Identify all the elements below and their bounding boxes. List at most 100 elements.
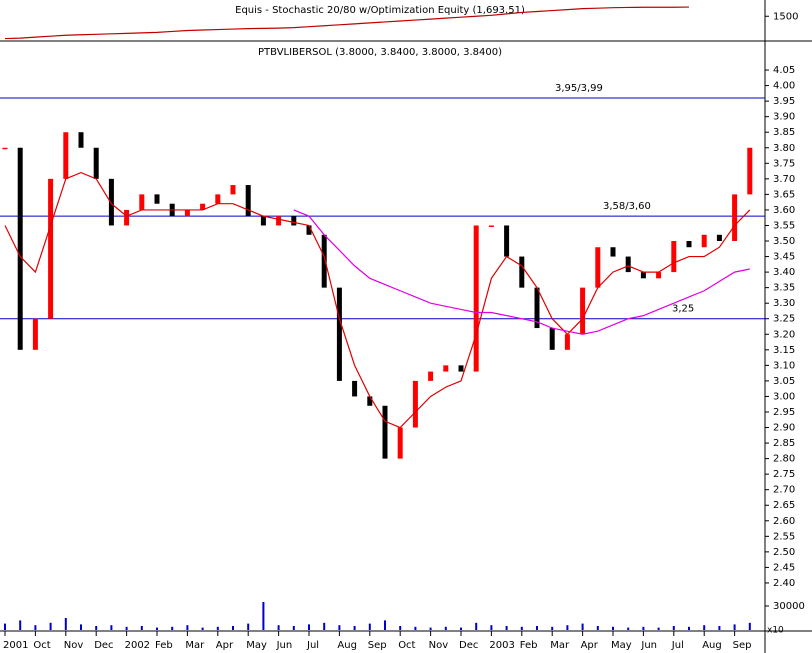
support-label: 3,95/3,99 bbox=[555, 83, 603, 94]
y-tick-label: 3.25 bbox=[773, 314, 795, 325]
candle bbox=[732, 194, 738, 242]
volume-bar bbox=[581, 623, 584, 630]
x-tick-label: Sep bbox=[368, 640, 387, 651]
volume-unit: x10 bbox=[767, 626, 784, 636]
y-tick-label: 4.00 bbox=[773, 81, 795, 92]
candle bbox=[443, 365, 449, 372]
x-tick-label: Oct bbox=[398, 640, 415, 651]
y-tick-label: 3.80 bbox=[773, 143, 795, 154]
x-tick-label: 2002 bbox=[125, 640, 150, 651]
volume-bar bbox=[505, 626, 508, 630]
volume-bar bbox=[156, 627, 158, 630]
y-tick-label: 3.60 bbox=[773, 205, 795, 216]
chart-subtitle: PTBVLIBERSOL (3.8000, 3.8400, 3.8000, 3.… bbox=[258, 47, 502, 58]
candle bbox=[2, 147, 8, 150]
volume-bar bbox=[64, 618, 67, 630]
candle bbox=[397, 427, 403, 459]
x-tick-label: Aug bbox=[337, 640, 357, 651]
x-tick-label: Dec bbox=[459, 640, 478, 651]
volume-bar bbox=[308, 624, 310, 630]
y-tick-label: 2.85 bbox=[773, 438, 795, 449]
candle bbox=[78, 132, 84, 148]
candle bbox=[48, 178, 54, 319]
x-tick-label: Apr bbox=[216, 640, 234, 651]
candle bbox=[306, 225, 312, 235]
candle bbox=[519, 256, 525, 288]
candle bbox=[640, 272, 646, 279]
y-tick-label: 3.05 bbox=[773, 376, 795, 387]
volume-bar bbox=[444, 626, 447, 630]
volume-bar bbox=[520, 626, 523, 630]
volume-bar bbox=[399, 626, 402, 630]
candle bbox=[321, 234, 327, 288]
candle bbox=[412, 380, 418, 428]
y-tick-label: 3.90 bbox=[773, 112, 795, 123]
x-tick-label: Sep bbox=[733, 640, 752, 651]
x-tick-label: Dec bbox=[94, 640, 113, 651]
volume-bar bbox=[703, 625, 706, 630]
candle bbox=[716, 234, 722, 242]
candle bbox=[245, 185, 251, 217]
volume-bar bbox=[536, 626, 538, 630]
volume-bar bbox=[672, 626, 675, 630]
x-tick-label: Mar bbox=[185, 640, 205, 651]
x-tick-label: Nov bbox=[64, 640, 84, 651]
volume-bar bbox=[460, 627, 462, 630]
x-tick-label: Nov bbox=[429, 640, 449, 651]
y-tick-label: 2.55 bbox=[773, 531, 795, 542]
x-tick-label: Jun bbox=[276, 640, 293, 651]
volume-bar bbox=[688, 626, 690, 630]
y-tick-label: 2.45 bbox=[773, 562, 795, 573]
y2-tick-label: 1500 bbox=[773, 11, 798, 22]
volume-bar bbox=[733, 624, 736, 630]
candle bbox=[488, 225, 494, 227]
candle bbox=[352, 380, 358, 397]
candle bbox=[139, 194, 145, 210]
volume-bar bbox=[292, 626, 295, 630]
volume-bar bbox=[34, 625, 37, 630]
candle bbox=[200, 203, 206, 210]
candle bbox=[184, 209, 190, 217]
volume-bar bbox=[718, 626, 721, 630]
y-tick-label: 2.50 bbox=[773, 547, 795, 558]
candle bbox=[108, 178, 114, 226]
volume-bar bbox=[49, 622, 52, 630]
y-tick-label: 3.70 bbox=[773, 174, 795, 185]
x-tick-label: May bbox=[611, 640, 632, 651]
y-tick-label: 2.95 bbox=[773, 407, 795, 418]
candle bbox=[671, 241, 677, 273]
volume-bar bbox=[551, 626, 554, 630]
support-label: 3,58/3,60 bbox=[603, 201, 651, 212]
volume-bar bbox=[323, 622, 326, 630]
volume-bar bbox=[4, 623, 6, 630]
y-tick-label: 4.05 bbox=[773, 65, 795, 76]
y-tick-label: 3.75 bbox=[773, 158, 795, 169]
x-tick-label: Jul bbox=[671, 640, 684, 651]
x-tick-label: Apr bbox=[581, 640, 599, 651]
volume-bar bbox=[657, 627, 660, 630]
candle bbox=[458, 365, 464, 372]
y-tick-label: 3.85 bbox=[773, 127, 795, 138]
x-tick-label: Mar bbox=[550, 640, 570, 651]
volume-bar bbox=[384, 620, 386, 630]
candle bbox=[63, 132, 69, 179]
volume-bar bbox=[216, 626, 219, 630]
x-tick-label: Jul bbox=[306, 640, 319, 651]
candle bbox=[230, 185, 236, 195]
line-series bbox=[4, 6, 690, 40]
candle bbox=[610, 247, 616, 257]
y-tick-label: 2.80 bbox=[773, 454, 795, 465]
y-tick-label: 2.70 bbox=[773, 485, 795, 496]
volume-bar bbox=[125, 626, 128, 630]
line-series bbox=[293, 209, 750, 335]
y-tick-label: 3.30 bbox=[773, 298, 795, 309]
candle bbox=[686, 241, 692, 248]
line-series bbox=[4, 171, 751, 429]
y-tick-label: 3.00 bbox=[773, 391, 795, 402]
candle bbox=[367, 396, 373, 406]
y-tick-label: 3.55 bbox=[773, 220, 795, 231]
x-tick-label: 2001 bbox=[3, 640, 28, 651]
y-tick-label: 3.15 bbox=[773, 345, 795, 356]
